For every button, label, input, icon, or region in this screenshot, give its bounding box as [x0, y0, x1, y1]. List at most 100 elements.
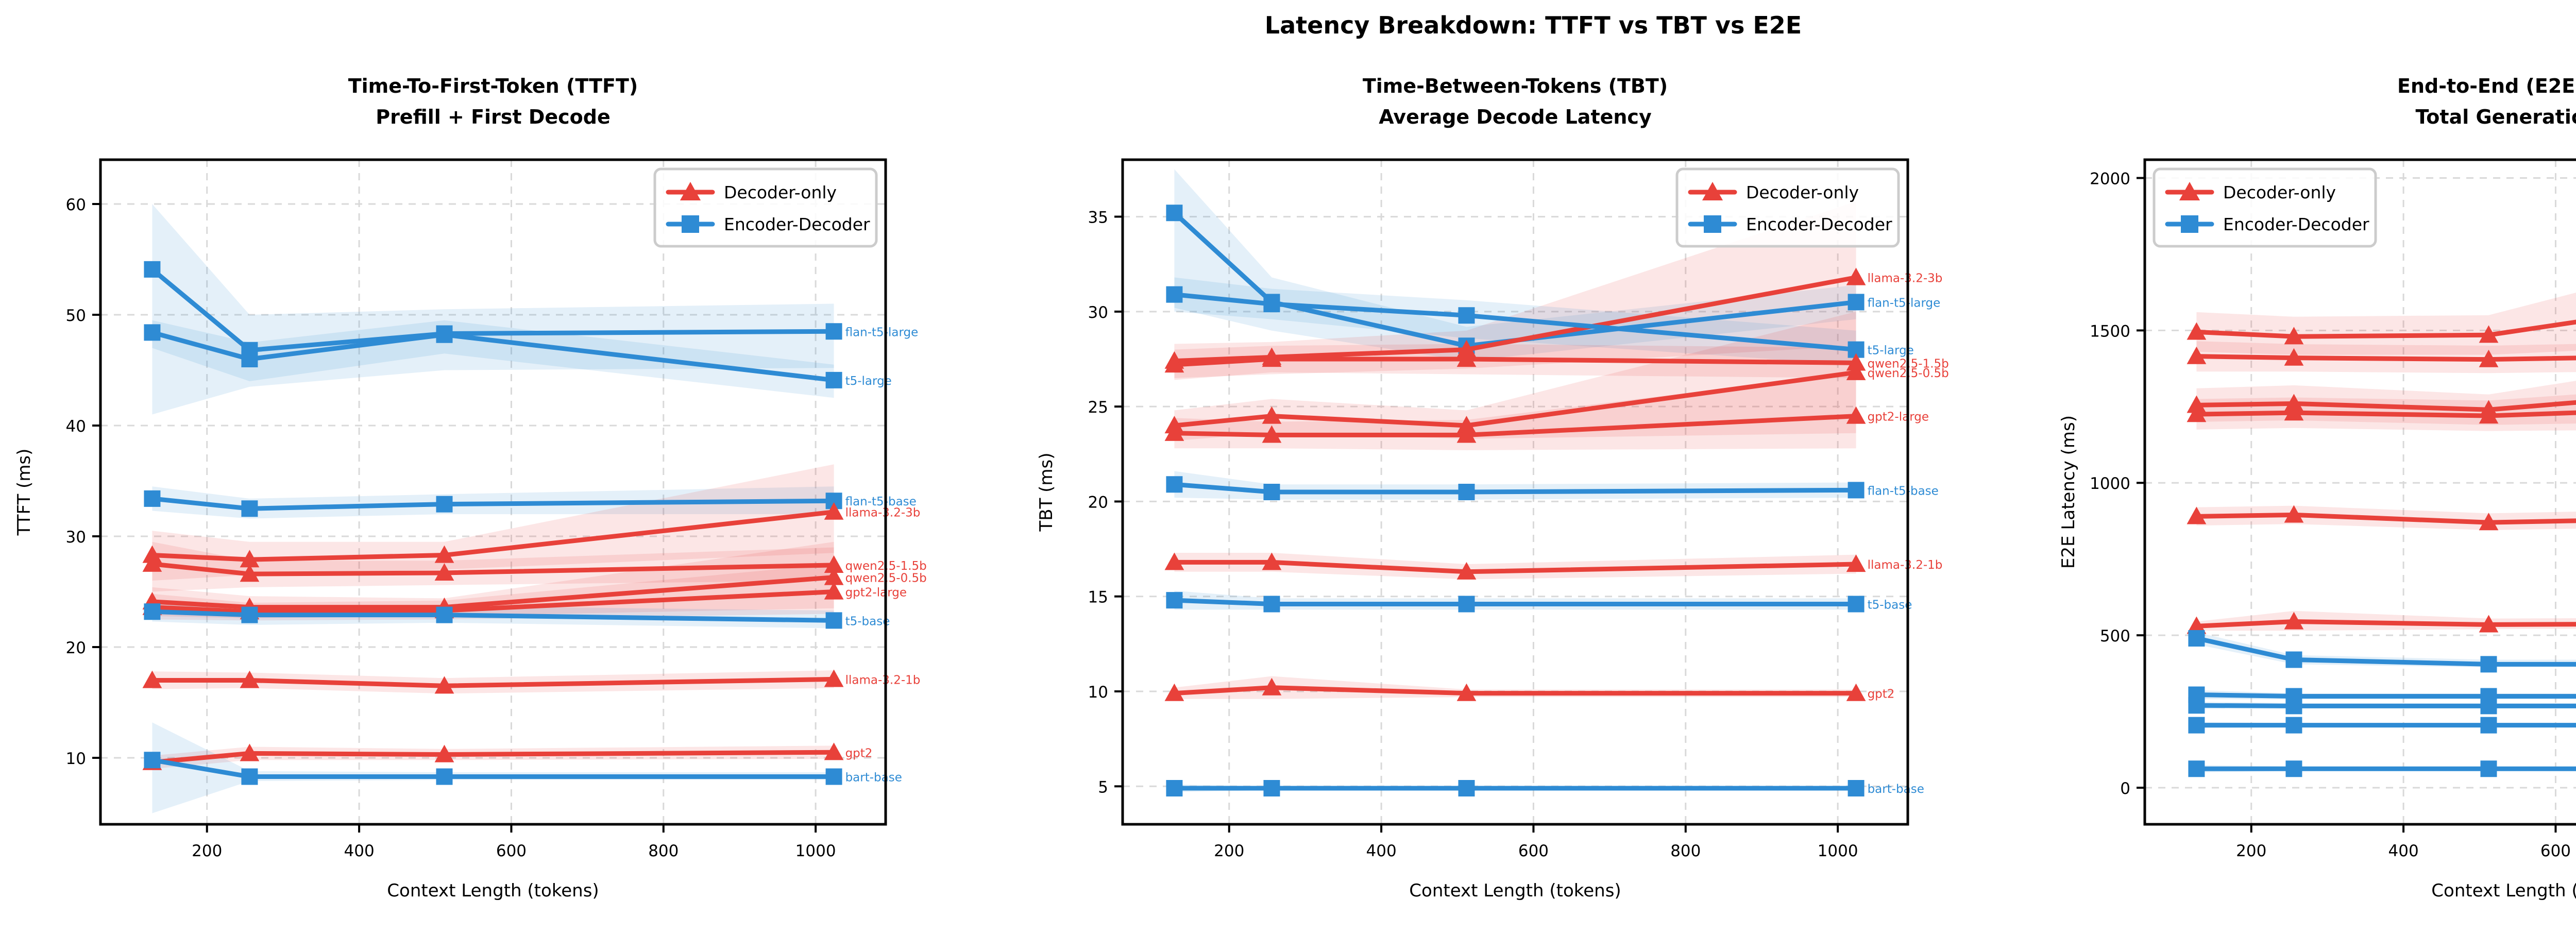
- series-t5-large: t5-large: [1166, 286, 1914, 358]
- series-llama-3.2-3b: llama-3.2-3b: [142, 502, 921, 568]
- series-flan-t5-base: flan-t5-base: [2188, 717, 2576, 734]
- y-tick-label: 35: [1088, 209, 1108, 227]
- legend[interactable]: Decoder-only Encoder-Decoder: [2153, 167, 2377, 248]
- chart-svg-2: End-to-End (E2E) Latency Total Generation…: [2058, 75, 2576, 901]
- series-endpoint-label: bart-base: [845, 771, 902, 785]
- legend-label: Decoder-only: [1746, 182, 1859, 202]
- chart-svg-1: Time-Between-Tokens (TBT) Average Decode …: [1036, 75, 1949, 901]
- subplot-e2e: End-to-End (E2E) Latency Total Generation…: [2044, 0, 2576, 950]
- legend-label: Encoder-Decoder: [1746, 214, 1892, 234]
- series-llama-3.2-1b: llama-3.2-1b: [142, 669, 921, 694]
- x-axis-label: Context Length (tokens): [387, 880, 599, 901]
- series-endpoint-label: flan-t5-base: [845, 495, 917, 508]
- series-gpt2: gpt2: [2187, 612, 2576, 634]
- legend[interactable]: Decoder-only Encoder-Decoder: [653, 167, 878, 248]
- svg-text:Time-Between-Tokens (TBT): Time-Between-Tokens (TBT): [1363, 75, 1668, 97]
- axes-frame: [2143, 158, 2576, 826]
- x-axis-label: Context Length (tokens): [2431, 880, 2576, 901]
- x-tick-label: 400: [1366, 842, 1397, 860]
- x-tick-label: 400: [2388, 842, 2419, 860]
- axes-frame: [1121, 158, 1909, 826]
- series-gpt2-large: gpt2-large: [2187, 403, 2576, 424]
- x-tick-label: 200: [2236, 842, 2266, 860]
- y-tick-label: 20: [66, 639, 86, 657]
- series-endpoint-label: gpt2-large: [1868, 411, 1929, 424]
- legend-item-decoder-only[interactable]: Decoder-only: [2165, 181, 2336, 202]
- series-endpoint-label: llama-3.2-3b: [1868, 272, 1943, 285]
- legend-item-encoder-decoder[interactable]: Encoder-Decoder: [1688, 214, 1892, 234]
- y-tick-label: 20: [1088, 493, 1108, 512]
- legend-item-decoder-only[interactable]: Decoder-only: [666, 181, 837, 202]
- series-endpoint-label: bart-base: [1868, 783, 1924, 796]
- svg-text:Time-To-First-Token (TTFT): Time-To-First-Token (TTFT): [348, 75, 638, 97]
- x-tick-label: 1000: [1818, 842, 1858, 860]
- subplot-title: Time-To-First-Token (TTFT) Prefill + Firs…: [348, 75, 638, 128]
- series-endpoint-label: t5-base: [1868, 598, 1912, 612]
- y-axis-label: E2E Latency (ms): [2058, 415, 2079, 569]
- axis-ticks: 10 20 30 40 50 60 200 400 600 800 1000: [66, 196, 836, 860]
- x-tick-label: 400: [344, 842, 375, 860]
- y-tick-label: 500: [2100, 627, 2130, 646]
- confidence-bands: [2196, 293, 2576, 773]
- subplot-tbt: Time-Between-Tokens (TBT) Average Decode …: [1022, 0, 2044, 950]
- confidence-bands: [1174, 169, 1856, 792]
- legend-label: Encoder-Decoder: [724, 214, 870, 234]
- series-endpoint-label: flan-t5-large: [1868, 296, 1941, 310]
- series-endpoint-label: llama-3.2-1b: [1868, 558, 1943, 572]
- x-tick-label: 200: [192, 842, 222, 860]
- series-qwen2.5-1.5b: qwen2.5-1.5b: [2187, 346, 2576, 367]
- series-gpt2: gpt2: [1164, 677, 1895, 701]
- series-endpoint-label: flan-t5-base: [1868, 484, 1939, 498]
- y-tick-label: 0: [2120, 779, 2130, 798]
- y-tick-label: 1500: [2090, 322, 2130, 341]
- y-tick-label: 40: [66, 417, 86, 436]
- subplot-ttft: Time-To-First-Token (TTFT) Prefill + Firs…: [0, 0, 1022, 950]
- data-series: flan-t5-largellama-3.2-3bt5-largeqwen2.5…: [1164, 205, 1949, 796]
- series-llama-3.2-1b: llama-3.2-1b: [1164, 552, 1943, 580]
- y-tick-label: 10: [66, 750, 86, 768]
- x-axis-label: Context Length (tokens): [1409, 880, 1621, 901]
- series-endpoint-label: llama-3.2-1b: [845, 673, 921, 687]
- legend[interactable]: Decoder-only Encoder-Decoder: [1675, 167, 1900, 248]
- series-bart-base: bart-base: [2188, 760, 2576, 777]
- series-t5-large: t5-large: [2188, 630, 2576, 673]
- y-tick-label: 60: [66, 196, 86, 214]
- y-tick-label: 2000: [2090, 170, 2130, 189]
- series-bart-base: bart-base: [144, 752, 902, 785]
- legend-label: Encoder-Decoder: [2223, 214, 2369, 234]
- legend-label: Decoder-only: [724, 182, 837, 202]
- svg-text:End-to-End (E2E) Latency: End-to-End (E2E) Latency: [2397, 75, 2576, 97]
- series-endpoint-label: t5-large: [845, 375, 892, 388]
- series-llama-3.2-3b: llama-3.2-3b: [2187, 319, 2576, 345]
- y-tick-label: 15: [1088, 588, 1108, 607]
- gridlines: [2145, 160, 2576, 824]
- x-tick-label: 600: [2540, 842, 2571, 860]
- y-axis-label: TTFT (ms): [14, 449, 35, 536]
- axis-ticks: 5 10 15 20 25 30 35 200 400 600 800 1000: [1088, 209, 1858, 860]
- legend-item-decoder-only[interactable]: Decoder-only: [1688, 181, 1859, 202]
- series-endpoint-label: gpt2-large: [845, 586, 907, 600]
- x-tick-label: 200: [1214, 842, 1244, 860]
- gridlines: [100, 160, 886, 824]
- legend-item-encoder-decoder[interactable]: Encoder-Decoder: [666, 214, 870, 234]
- x-tick-label: 800: [648, 842, 679, 860]
- series-endpoint-label: gpt2: [1868, 688, 1895, 701]
- y-tick-label: 1000: [2090, 474, 2130, 493]
- legend-item-encoder-decoder[interactable]: Encoder-Decoder: [2165, 214, 2369, 234]
- series-flan-t5-base: flan-t5-base: [144, 490, 917, 517]
- figure-suptitle: Latency Breakdown: TTFT vs TBT vs E2E: [1264, 11, 1802, 39]
- y-tick-label: 30: [1088, 303, 1108, 322]
- series-endpoint-label: llama-3.2-3b: [845, 506, 921, 520]
- y-tick-label: 5: [1098, 778, 1108, 796]
- series-t5-base: t5-base: [1166, 592, 1912, 613]
- series-endpoint-label: flan-t5-large: [845, 326, 919, 339]
- subplot-title: End-to-End (E2E) Latency Total Generation…: [2397, 75, 2576, 128]
- chart-svg-0: Time-To-First-Token (TTFT) Prefill + Firs…: [14, 75, 927, 901]
- series-flan-t5-large: flan-t5-large: [1166, 205, 1940, 354]
- y-tick-label: 50: [66, 307, 86, 325]
- svg-text:Average Decode Latency: Average Decode Latency: [1379, 106, 1652, 128]
- series-flan-t5-large: flan-t5-large: [2188, 686, 2576, 705]
- series-flan-t5-base: flan-t5-base: [1166, 476, 1939, 500]
- legend-label: Decoder-only: [2223, 182, 2336, 202]
